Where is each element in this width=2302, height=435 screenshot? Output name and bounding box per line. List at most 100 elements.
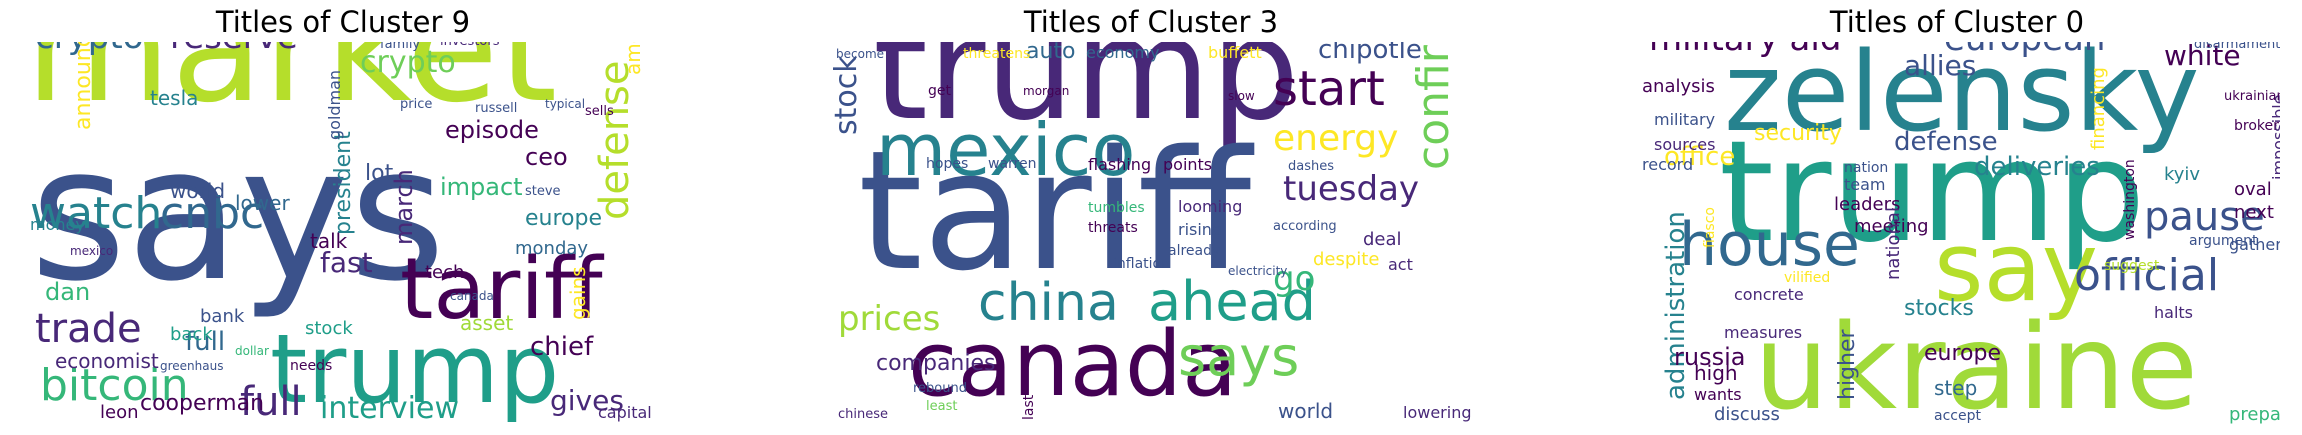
cloud-word: back: [170, 324, 213, 345]
cloud-word: interview: [320, 391, 459, 426]
cloud-word: energy: [1273, 118, 1398, 159]
cloud-word: suggest: [2104, 258, 2160, 274]
cloud-word: meeting: [1854, 216, 1929, 237]
cloud-word: bitcoin: [40, 360, 189, 411]
cloud-word: fast: [320, 246, 373, 279]
cloud-word: rising: [1178, 220, 1222, 239]
cloud-word: higher: [1835, 329, 1860, 400]
cloud-word: full: [185, 327, 225, 357]
cloud-word: house: [1679, 210, 1860, 280]
cloud-word: electricity: [1228, 264, 1287, 278]
cloud-word: argument: [2189, 233, 2258, 249]
cloud-word: military: [1654, 110, 1715, 129]
cloud-word: wants: [1694, 385, 1742, 404]
cloud-word: companies: [876, 351, 996, 376]
cloud-word: economy: [1086, 43, 1159, 62]
cloud-word: prices: [838, 299, 940, 339]
cloud-word: pause: [2144, 194, 2265, 240]
cloud-word: next: [2234, 202, 2274, 223]
cloud-word: stock: [305, 318, 353, 339]
cloud-word: concrete: [1734, 285, 1804, 304]
cloud-word: oval: [2234, 179, 2272, 200]
cloud-word: russia: [1674, 343, 1745, 371]
panel-title: Titles of Cluster 9: [215, 5, 471, 39]
cloud-word: despite: [1313, 249, 1379, 270]
cloud-word: typical: [545, 97, 585, 111]
cloud-word: dollar: [235, 344, 269, 358]
cloud-word: needs: [290, 358, 332, 374]
cloud-word: vilified: [1784, 270, 1830, 286]
cloud-word: military aid: [1649, 42, 1841, 59]
cloud-word: cooperman: [140, 391, 264, 416]
cloud-word: analysis: [1642, 76, 1715, 97]
cloud-word: last: [1021, 394, 1037, 420]
cloud-word: tariff: [858, 115, 1254, 307]
cloud-word: official: [2074, 250, 2219, 301]
cloud-word: steve: [525, 184, 561, 199]
cloud-word: sources: [1654, 135, 1715, 154]
cloud-word: investors: [440, 42, 500, 49]
cloud-word: already: [1168, 243, 1220, 259]
cloud-word: price: [400, 97, 432, 112]
cloud-word: disarmament: [2194, 42, 2280, 52]
cloud-word: stock: [829, 55, 864, 135]
cloud-word: chief: [530, 332, 594, 362]
cloud-word: tariff: [400, 240, 605, 339]
cloud-word: greenhaus: [160, 359, 223, 373]
cloud-word: canada: [450, 289, 494, 303]
cloud-word: lot: [365, 161, 394, 186]
cloud-word: dan: [45, 278, 90, 306]
cloud-word: deal: [1363, 229, 1402, 250]
cloud-word: china: [978, 273, 1119, 333]
cloud-word: points: [1163, 155, 1212, 174]
cloud-word: according: [1273, 219, 1337, 234]
cloud-word: russell: [475, 101, 517, 116]
cloud-word: say: [1934, 213, 2098, 323]
cloud-word: record: [1642, 155, 1693, 174]
cloud-word: looming: [1178, 197, 1242, 216]
cloud-word: says: [30, 106, 446, 322]
cloud-word: discuss: [1714, 404, 1780, 425]
cloud-word: inflation: [1113, 256, 1170, 272]
cloud-word: gives: [550, 384, 624, 417]
cloud-word: family: [380, 42, 420, 52]
cloud-word: march: [390, 169, 418, 245]
cloud-panel-0: Titles of Cluster 0 zelensky trump ukraine…: [1634, 0, 2280, 435]
cloud-word: tuesday: [1283, 169, 1419, 209]
cloud-word: watch: [30, 188, 162, 239]
cloud-word: ukraine: [1754, 298, 2198, 432]
cloud-word: nvidia: [560, 42, 621, 43]
cloud-word: reserve: [170, 42, 298, 57]
cloud-panel-3: Titles of Cluster 3 trump tariff mexico can…: [828, 0, 1474, 435]
cloud-word: lowering: [1403, 403, 1471, 422]
cloud-word: capital: [598, 403, 652, 422]
cloud-panel-9: Titles of Cluster 9 market says trump tarif…: [20, 0, 666, 435]
cloud-word: chinese: [838, 407, 888, 422]
cloud-word: accept: [1934, 408, 1981, 424]
cloud-word: rebound: [913, 381, 967, 396]
cloud-word: office: [1664, 142, 1735, 172]
cloud-word: fiasco: [1702, 207, 1718, 248]
cloud-word: trade: [35, 306, 142, 352]
cloud-word: trump: [873, 42, 1299, 152]
cloud-word: financing: [2088, 67, 2109, 150]
cloud-word: buffett: [1208, 43, 1262, 62]
cloud-word: cnbc: [160, 188, 264, 239]
cloud-word: confirms: [1408, 42, 1459, 170]
cloud-word: white: [2164, 42, 2241, 72]
cloud-word: slow: [1228, 89, 1255, 103]
cloud-word: ceo: [525, 143, 568, 171]
cloud-word: deliveries: [1974, 152, 2100, 182]
cloud-word: impact: [440, 173, 523, 201]
cloud-word: morgan: [1023, 84, 1069, 98]
cloud-word: security: [1754, 121, 1842, 146]
cloud-word: impossible: [2269, 94, 2280, 180]
cloud-word: crypto: [35, 42, 144, 57]
cloud-word: crypto: [360, 45, 456, 80]
cloud-word: chipotle: [1318, 42, 1422, 65]
cloud-word: says: [1178, 325, 1299, 388]
cloud-word: defense: [592, 61, 638, 221]
cloud-word: zelensky: [1724, 42, 2200, 156]
